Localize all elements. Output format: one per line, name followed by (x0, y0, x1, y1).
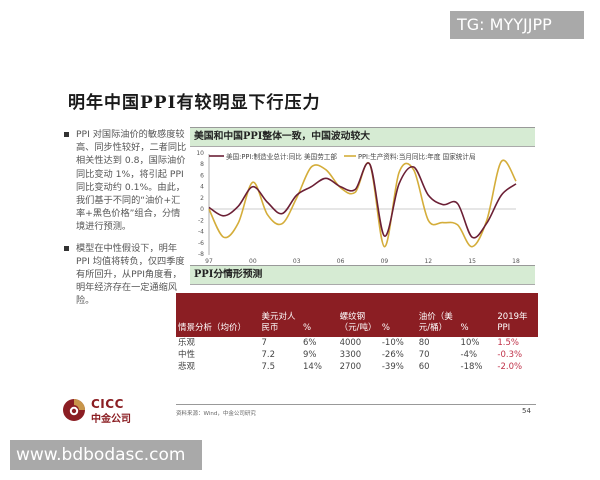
cell-oil: 80 (418, 338, 430, 348)
bullet-list: PPI 对国际油价的敏感度较高、同步性较好，二者同比相关性达到 0.8，国际油价… (64, 128, 188, 316)
x-tick-label: 18 (512, 258, 520, 265)
table-row: 乐观 7 6% 4000 -10% 80 10% 1.5% (176, 337, 538, 349)
x-tick-label: 97 (205, 258, 213, 265)
y-axis: 10 8 6 4 2 0 -2 -4 -6 -8 (196, 150, 204, 258)
bullet-text: PPI 对国际油价的敏感度较高、同步性较好，二者同比相关性达到 0.8，国际油价… (76, 129, 187, 233)
table-header-row: 情景分析（均价） 美元对人民币 % 螺纹钢（元/吨） % 油价（美元/桶） % … (176, 293, 538, 337)
forecast-table: 情景分析（均价） 美元对人民币 % 螺纹钢（元/吨） % 油价（美元/桶） % … (176, 293, 538, 373)
col-header: 2019年PPI (495, 293, 538, 337)
x-tick-label: 15 (468, 258, 476, 265)
cell-usdcny-pct: 6% (303, 338, 317, 348)
col-header: 油价（美元/桶） (416, 293, 459, 337)
cell-oil: 60 (418, 362, 430, 372)
col-header: 美元对人民币 (259, 293, 301, 337)
cell-oil-pct: 10% (460, 338, 480, 348)
cell-rebar: 3300 (339, 350, 362, 360)
cell-oil-pct: -18% (460, 362, 483, 372)
y-tick-label: -6 (198, 240, 204, 247)
y-tick-label: 0 (200, 206, 204, 213)
logo-text-cn: 中金公司 (91, 414, 131, 425)
footer-divider (176, 404, 536, 405)
bullet-text: 模型在中性假设下，明年PPI 均值将转负，仅四季度有所回升，从PPI角度看，明年… (76, 242, 185, 307)
bullet-item: 模型在中性假设下，明年PPI 均值将转负，仅四季度有所回升，从PPI角度看，明年… (64, 242, 188, 308)
legend-cn-label: PPI:生产资料:当月同比:年度 国家统计局 (358, 152, 476, 161)
y-tick-label: 6 (200, 172, 204, 179)
cell-rebar-pct: -39% (381, 362, 404, 372)
cicc-logo: CICC 中金公司 (62, 397, 152, 428)
y-tick-label: -8 (198, 251, 204, 258)
x-tick-label: 06 (337, 258, 345, 265)
cell-scenario: 悲观 (178, 362, 196, 372)
bullet-item: PPI 对国际油价的敏感度较高、同步性较好，二者同比相关性达到 0.8，国际油价… (64, 128, 188, 234)
cell-rebar: 4000 (339, 338, 362, 348)
cell-ppi: -2.0% (497, 362, 523, 372)
page-number: 54 (522, 407, 531, 415)
chart-panel-title: 美国和中国PPI整体一致，中国波动较大 (190, 127, 535, 147)
col-header: 情景分析（均价） (176, 293, 260, 337)
forecast-panel: PPI分情形预测 (190, 265, 535, 285)
y-tick-label: -2 (198, 217, 204, 224)
logo-text-en: CICC (91, 397, 124, 411)
cell-rebar-pct: -10% (381, 338, 404, 348)
ppi-line-chart: 10 8 6 4 2 0 -2 -4 -6 -8 97 00 03 06 09 12 15 18 美国:PPI:… (196, 150, 520, 265)
x-tick-label: 00 (249, 258, 257, 265)
col-header: % (301, 293, 338, 337)
col-header: % (379, 293, 417, 337)
cell-usdcny: 7.2 (261, 350, 276, 360)
y-tick-label: 10 (196, 150, 204, 157)
x-tick-label: 03 (293, 258, 301, 265)
bullet-square-icon (64, 132, 69, 137)
watermark-bottom: www.bdbodasc.com (10, 440, 202, 470)
cell-ppi: -0.3% (497, 350, 523, 360)
cell-usdcny-pct: 14% (303, 362, 322, 372)
y-tick-label: 4 (200, 184, 204, 191)
y-tick-label: -4 (198, 229, 204, 236)
forecast-panel-title: PPI分情形预测 (190, 265, 535, 285)
slide-title: 明年中国PPI有较明显下行压力 (68, 93, 321, 113)
cell-usdcny: 7 (261, 338, 267, 348)
bullet-square-icon (64, 245, 69, 251)
cell-scenario: 中性 (178, 350, 196, 360)
cell-rebar: 2700 (339, 362, 362, 372)
col-header: 螺纹钢（元/吨） (337, 293, 380, 337)
cell-ppi: 1.5% (497, 338, 519, 348)
table-row: 悲观 7.5 14% 2700 -39% 60 -18% -2.0% (176, 361, 538, 373)
chart-panel: 美国和中国PPI整体一致，中国波动较大 (190, 127, 535, 147)
x-tick-label: 09 (381, 258, 389, 265)
col-header: % (458, 293, 496, 337)
y-tick-label: 8 (200, 161, 204, 168)
cell-usdcny: 7.5 (261, 362, 276, 372)
cicc-logo-icon (63, 399, 85, 421)
chart-legend: 美国:PPI:制造业总计:同比 美国劳工部 PPI:生产资料:当月同比:年度 国… (209, 152, 476, 161)
legend-us-label: 美国:PPI:制造业总计:同比 美国劳工部 (226, 152, 337, 161)
y-tick-label: 2 (200, 195, 204, 202)
cell-scenario: 乐观 (178, 338, 196, 348)
cell-rebar-pct: -26% (381, 350, 404, 360)
us-ppi-series-line (208, 162, 517, 239)
source-note: 资料来源：Wind，中金公司研究 (176, 411, 256, 417)
cell-oil: 70 (418, 350, 430, 360)
x-axis: 97 00 03 06 09 12 15 18 (205, 258, 520, 265)
table-row: 中性 7.2 9% 3300 -26% 70 -4% -0.3% (176, 349, 538, 361)
cell-oil-pct: -4% (460, 350, 478, 360)
x-tick-label: 12 (424, 258, 432, 265)
watermark-top: TG: MYYJJPP (450, 11, 584, 39)
cell-usdcny-pct: 9% (303, 350, 317, 360)
